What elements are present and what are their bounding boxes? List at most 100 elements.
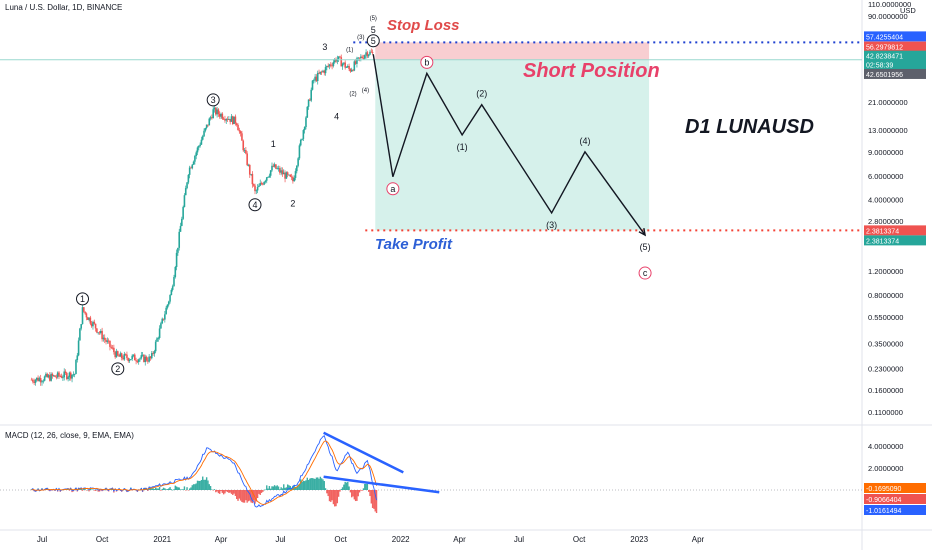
candle-body	[269, 170, 272, 176]
candle-body	[360, 56, 362, 59]
candle-body	[294, 171, 297, 178]
macd-histogram-bar	[182, 489, 184, 490]
candle-body	[188, 167, 191, 175]
candle-body	[62, 377, 64, 379]
macd-histogram-bar	[196, 480, 199, 490]
candle-body	[208, 118, 211, 126]
macd-histogram-bar	[263, 489, 265, 491]
macd-histogram-bar	[156, 488, 158, 490]
macd-histogram-bar	[334, 490, 336, 507]
macd-histogram-bar	[173, 489, 175, 490]
candle-body	[120, 353, 123, 358]
candle-body	[96, 328, 98, 333]
wave-circle	[638, 266, 652, 280]
candle-body	[340, 57, 343, 67]
candle-body	[148, 356, 150, 362]
macd-histogram-bar	[81, 490, 84, 491]
price-tick-label: 0.3500000	[868, 340, 903, 349]
macd-histogram-bar	[298, 484, 301, 490]
candle-body	[352, 69, 354, 71]
macd-histogram-bar	[221, 490, 224, 493]
candle-body	[174, 267, 177, 277]
price-tick-label: 13.0000000	[868, 126, 908, 135]
candle-body	[345, 67, 348, 68]
candle-body	[139, 358, 141, 360]
macd-tick-label: 2.0000000	[868, 464, 903, 473]
macd-histogram-bar	[358, 490, 361, 493]
candle-body	[93, 321, 96, 324]
candle-body	[243, 150, 246, 151]
candle-body	[222, 118, 225, 120]
candle-body	[235, 123, 238, 125]
candle-body	[98, 332, 101, 334]
candle-body	[314, 76, 316, 81]
macd-histogram-bar	[323, 481, 325, 490]
macd-histogram-bar	[286, 484, 289, 490]
time-tick-label: Oct	[334, 535, 347, 544]
price-tick-label: 2.8000000	[868, 217, 903, 226]
price-tick-label: 9.0000000	[868, 148, 903, 157]
candle-body	[221, 113, 224, 119]
candle-body	[245, 150, 247, 154]
macd-histogram-bar	[277, 486, 280, 490]
candle-body	[137, 359, 140, 363]
time-tick-label: 2022	[392, 535, 410, 544]
macd-histogram-bar	[293, 485, 295, 490]
macd-histogram-bar	[243, 490, 246, 503]
candle-body	[288, 174, 290, 176]
candle-body	[241, 133, 243, 141]
macd-histogram-bar	[236, 490, 238, 499]
candle-body	[105, 339, 107, 342]
candle-body	[305, 117, 307, 128]
macd-histogram-bar	[259, 490, 261, 495]
price-tick-label: 21.0000000	[868, 98, 908, 107]
macd-histogram-bar	[315, 477, 318, 490]
candle-body	[107, 340, 110, 342]
macd-histogram-bar	[317, 477, 319, 490]
candle-body	[279, 168, 281, 173]
candle-body	[212, 109, 214, 119]
macd-histogram-bar	[262, 490, 264, 492]
candle-body	[293, 177, 296, 182]
macd-price-tag-text: -1.0161494	[866, 508, 902, 515]
candle-body	[195, 152, 197, 156]
macd-histogram-bar	[364, 483, 366, 490]
macd-trendline	[323, 475, 440, 494]
macd-histogram-bar	[50, 490, 52, 491]
candle-body	[205, 124, 208, 129]
wave-label: (4)	[579, 136, 590, 146]
time-tick-label: Oct	[573, 535, 586, 544]
candle-body	[251, 173, 254, 185]
candle-body	[216, 109, 218, 115]
macd-histogram-bar	[153, 489, 156, 490]
candle-body	[332, 62, 335, 66]
candle-body	[150, 353, 153, 359]
candle-body	[32, 379, 34, 382]
macd-histogram-bar	[365, 483, 367, 490]
macd-histogram-bar	[344, 481, 346, 490]
macd-histogram-bar	[68, 490, 71, 491]
wave-label: (5)	[640, 242, 651, 252]
candle-body	[307, 99, 310, 107]
macd-histogram-bar	[374, 490, 376, 512]
macd-histogram-bar	[198, 480, 200, 490]
macd-histogram-bar	[149, 488, 152, 490]
macd-histogram-bar	[234, 490, 237, 496]
candle-body	[56, 372, 59, 378]
candle-body	[285, 172, 288, 179]
macd-histogram-bar	[161, 488, 163, 490]
macd-histogram-bar	[267, 488, 269, 490]
macd-price-tag-text: -0.9066404	[866, 497, 902, 504]
wave-circle	[386, 182, 400, 196]
wave-label: (3)	[357, 35, 364, 41]
macd-histogram-bar	[305, 480, 307, 490]
candle-body	[198, 146, 200, 148]
price-tag	[864, 50, 926, 61]
candle-body	[103, 337, 106, 340]
macd-histogram-bar	[233, 490, 235, 494]
price-tag	[864, 41, 926, 52]
macd-histogram-bar	[258, 490, 260, 494]
macd-histogram-bar	[318, 478, 320, 490]
candle-body	[106, 340, 109, 342]
